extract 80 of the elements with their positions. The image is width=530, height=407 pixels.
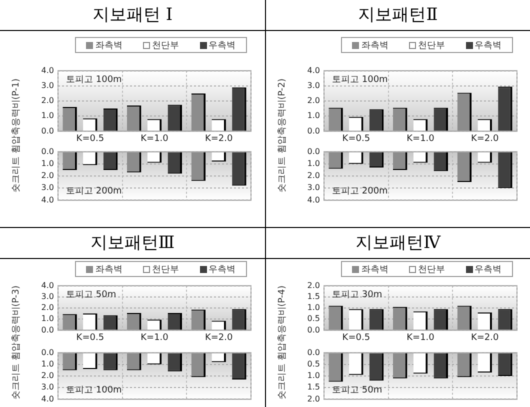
y-axis-title: 숏크리트 휨압축응력비(P-3) — [10, 285, 23, 400]
y-tick-label: 0.5 — [307, 359, 320, 368]
y-tick-label: 1.0 — [307, 158, 320, 168]
y-tick-label: 1.0 — [41, 111, 54, 120]
y-tick-label: 2.0 — [41, 303, 54, 312]
legend-label: 우측벽 — [208, 40, 236, 52]
y-tick-label: 3.0 — [41, 292, 54, 301]
annotation: 토피고 50m — [332, 386, 382, 396]
x-tick-label: K=1.0 — [406, 134, 435, 144]
y-tick-label: 4.0 — [41, 394, 54, 404]
x-tick-label: K=0.5 — [342, 332, 370, 343]
x-tick-label: K=2.0 — [204, 134, 233, 144]
y-tick-label: 1.0 — [41, 359, 54, 368]
legend-label: 좌측벽 — [360, 264, 388, 276]
y-tick-label: 4.0 — [41, 66, 54, 75]
legend-label: 좌측벽 — [94, 264, 122, 276]
annotation: 토피고 50m — [66, 290, 116, 300]
x-tick-label: K=2.0 — [204, 332, 233, 343]
x-tick-label: K=0.5 — [342, 134, 370, 144]
y-axis-title: 숏크리트 휨압축응력비(P-2) — [276, 78, 289, 193]
y-tick-label: 1.0 — [307, 111, 320, 120]
y-tick-label: 0.0 — [41, 325, 54, 334]
annotation: 토피고 100m — [66, 386, 122, 396]
y-tick-label: 2.0 — [41, 371, 54, 380]
chart-title: 지보패턴 Ⅰ — [0, 0, 265, 31]
y-tick-label: 4.0 — [307, 66, 320, 75]
y-tick-label: 0.0 — [307, 146, 320, 156]
legend-label: 천단부 — [416, 264, 445, 276]
y-tick-label: 0.0 — [41, 146, 54, 156]
legend-label: 우측벽 — [474, 264, 502, 276]
x-tick-label: K=1.0 — [140, 134, 169, 144]
legend-label: 천단부 — [416, 40, 445, 52]
legend-label: 천단부 — [150, 264, 179, 276]
y-tick-label: 1.0 — [307, 303, 320, 312]
annotation: 토피고 200m — [332, 186, 388, 197]
y-tick-label: 2.0 — [307, 96, 320, 106]
y-axis-title: 숏크리트 휨압축응력비(P-4) — [276, 285, 289, 400]
y-tick-label: 0.0 — [41, 126, 54, 136]
x-tick-label: K=0.5 — [76, 332, 104, 343]
chart-title: 지보패턴Ⅱ — [266, 0, 530, 31]
y-tick-label: 1.5 — [307, 382, 320, 392]
y-tick-label: 2.0 — [307, 280, 320, 290]
y-tick-label: 4.0 — [41, 280, 54, 290]
x-tick-label: K=1.0 — [140, 332, 169, 343]
y-tick-label: 0.0 — [307, 325, 320, 334]
y-tick-label: 1.0 — [307, 371, 320, 380]
y-tick-label: 0.0 — [307, 348, 320, 357]
y-tick-label: 2.0 — [307, 394, 320, 404]
y-tick-label: 4.0 — [307, 195, 320, 204]
legend-label: 좌측벽 — [94, 40, 122, 52]
x-tick-label: K=1.0 — [406, 332, 435, 343]
legend-label: 우측벽 — [208, 264, 236, 276]
legend-label: 좌측벽 — [360, 40, 388, 52]
annotation: 토피고 30m — [332, 290, 382, 300]
y-tick-label: 2.0 — [307, 171, 320, 180]
y-tick-label: 3.0 — [41, 80, 54, 90]
y-tick-label: 1.0 — [41, 314, 54, 324]
y-tick-label: 2.0 — [41, 96, 54, 106]
y-tick-label: 0.0 — [307, 126, 320, 136]
y-tick-label: 4.0 — [41, 195, 54, 204]
y-tick-label: 3.0 — [41, 382, 54, 392]
y-tick-label: 3.0 — [41, 183, 54, 192]
y-tick-label: 0.5 — [307, 314, 320, 324]
annotation: 토피고 100m — [66, 75, 122, 86]
y-tick-label: 3.0 — [307, 80, 320, 90]
x-tick-label: K=0.5 — [76, 134, 104, 144]
y-tick-label: 1.5 — [307, 292, 320, 301]
annotation: 토피고 100m — [332, 75, 388, 86]
x-tick-label: K=2.0 — [470, 332, 499, 343]
y-tick-label: 2.0 — [41, 171, 54, 180]
legend-label: 우측벽 — [474, 40, 502, 52]
chart-title: 지보패턴Ⅳ — [266, 228, 530, 259]
x-tick-label: K=2.0 — [470, 134, 499, 144]
chart-title: 지보패턴Ⅲ — [0, 228, 265, 259]
y-axis-title: 숏크리트 휨압축응력비(P-1) — [10, 78, 23, 193]
y-tick-label: 3.0 — [307, 183, 320, 192]
annotation: 토피고 200m — [66, 186, 122, 197]
y-tick-label: 1.0 — [41, 158, 54, 168]
y-tick-label: 0.0 — [41, 348, 54, 357]
legend-label: 천단부 — [150, 40, 179, 52]
